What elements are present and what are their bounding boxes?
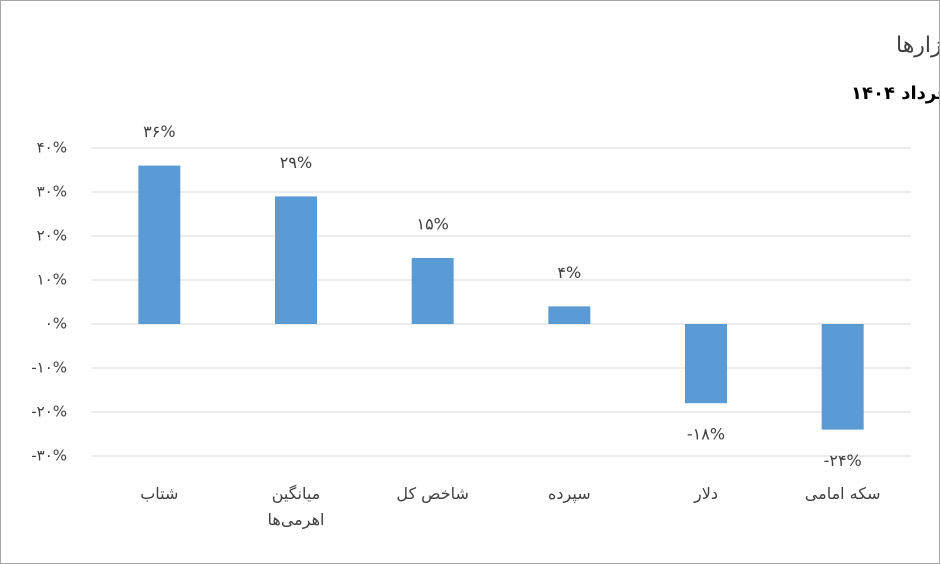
chart-title: بازدهی صندوق شتاب و سایر بازارها: [896, 33, 939, 58]
bar: [275, 196, 317, 324]
y-tick-label: ۳۰%: [37, 183, 67, 201]
data-label: ۱۵%: [416, 215, 448, 234]
x-tick-label: شتاب: [140, 484, 179, 503]
x-tick-label: سپرده: [548, 484, 591, 503]
bar: [821, 324, 864, 430]
y-tick-label: ۲۰%: [37, 227, 67, 245]
bar: [548, 306, 591, 324]
data-label: ۳۶%: [143, 122, 175, 141]
chart-subtitle: از ابتدای ۱۴۰۴ تا ۴ خرداد ۱۴۰۴: [851, 83, 939, 104]
x-tick-label: سکه امامی: [804, 484, 881, 503]
y-tick-label: ۱۰%: [37, 271, 67, 289]
data-label: -۲۴%: [824, 451, 862, 470]
bar: [411, 258, 454, 324]
y-tick-label: ۰%: [45, 315, 67, 333]
data-label: ۴%: [557, 263, 581, 282]
x-tick-label: میانگین اهرمی‌ها: [267, 484, 325, 529]
data-label: -۱۸%: [687, 425, 725, 444]
x-tick-label: شاخص کل: [396, 484, 469, 503]
y-tick-label: -۲۰%: [31, 403, 67, 421]
data-label: ۲۹%: [280, 153, 312, 172]
y-tick-label: ۴۰%: [37, 139, 67, 157]
bar: [685, 324, 727, 404]
bar: [138, 165, 181, 324]
y-tick-label: -۳۰%: [31, 447, 67, 465]
x-tick-label: دلار: [694, 484, 718, 503]
y-tick-label: -۱۰%: [31, 359, 67, 377]
